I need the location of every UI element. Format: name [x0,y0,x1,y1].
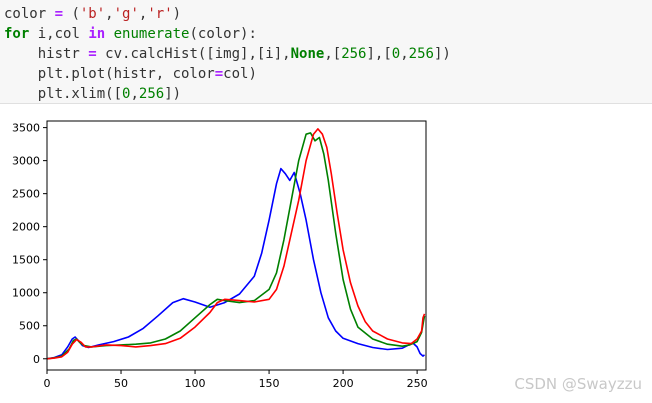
code-token: 0 [391,46,401,62]
code-token: = [88,46,97,62]
y-axis: 0 500 1000 1500 2000 2500 3000 3500 [12,122,47,366]
code-token: = [214,66,224,82]
code-token: cv.calcHist([img],[i], [96,46,291,62]
code-token: color [4,6,55,22]
code-token: enumerate [113,26,190,42]
code-token: , [130,86,139,102]
code-token: = [54,6,64,22]
code-line: color = ('b','g','r') [4,4,181,24]
histogram-plot: 0 500 1000 1500 2000 2500 3000 3500 0 50 100 150 20… [12,120,428,390]
code-token: ,[ [324,46,342,62]
code-token: 'g' [113,6,139,22]
code-token: , [105,6,114,22]
code-token: , [400,46,409,62]
histogram-line-0 [46,167,426,360]
plot-frame [46,120,427,371]
x-tick-label: 200 [333,377,354,390]
plot-series-group [46,128,426,360]
code-token: ],[ [366,46,392,62]
y-tick-label: 2500 [12,188,40,201]
code-token: i,col [29,26,89,42]
code-line: plt.xlim([0,256]) [4,84,181,104]
y-tick-label: 1000 [12,287,40,300]
code-token: 256 [341,46,367,62]
code-token: plt.plot(histr, color [4,66,215,82]
code-token: 256 [138,86,165,102]
code-line: for i,col in enumerate(color): [4,24,257,44]
output-area: 0 500 1000 1500 2000 2500 3000 3500 0 50 100 150 20… [0,104,652,403]
code-token: in [88,26,106,42]
code-token: plt.xlim([ [4,86,123,102]
x-tick-label: 250 [407,377,428,390]
code-token: None [290,46,325,62]
code-cell[interactable]: color = ('b','g','r') for i,col in enumer… [0,0,652,104]
code-line: histr = cv.calcHist([img],[i],None,[256]… [4,44,451,64]
x-tick-label: 150 [259,377,280,390]
y-tick-label: 3000 [12,155,40,168]
y-tick-label: 3500 [12,122,40,135]
code-line: plt.plot(histr, color=col) [4,64,257,84]
code-token: for [4,26,30,42]
histogram-line-2 [46,128,426,360]
y-tick-label: 500 [19,320,40,333]
code-token: histr [4,46,89,62]
code-token: col) [223,66,257,82]
code-token: ]) [433,46,451,62]
x-tick-label: 100 [185,377,206,390]
y-tick-label: 0 [33,353,40,366]
code-token: 'r' [147,6,173,22]
x-tick-label: 50 [114,377,128,390]
watermark: CSDN @Swayzzu [514,375,642,393]
x-axis: 0 50 100 150 200 250 [44,370,428,390]
code-token [105,26,113,42]
code-token: ( [63,6,80,22]
code-token: 256 [408,46,434,62]
code-token: 'b' [79,6,106,22]
code-token: ) [172,6,182,22]
code-token: 0 [122,86,131,102]
y-tick-label: 1500 [12,254,40,267]
code-token: , [138,6,148,22]
code-token: ]) [164,86,182,102]
code-token: (color): [189,26,257,42]
x-tick-label: 0 [44,377,51,390]
y-tick-label: 2000 [12,221,40,234]
